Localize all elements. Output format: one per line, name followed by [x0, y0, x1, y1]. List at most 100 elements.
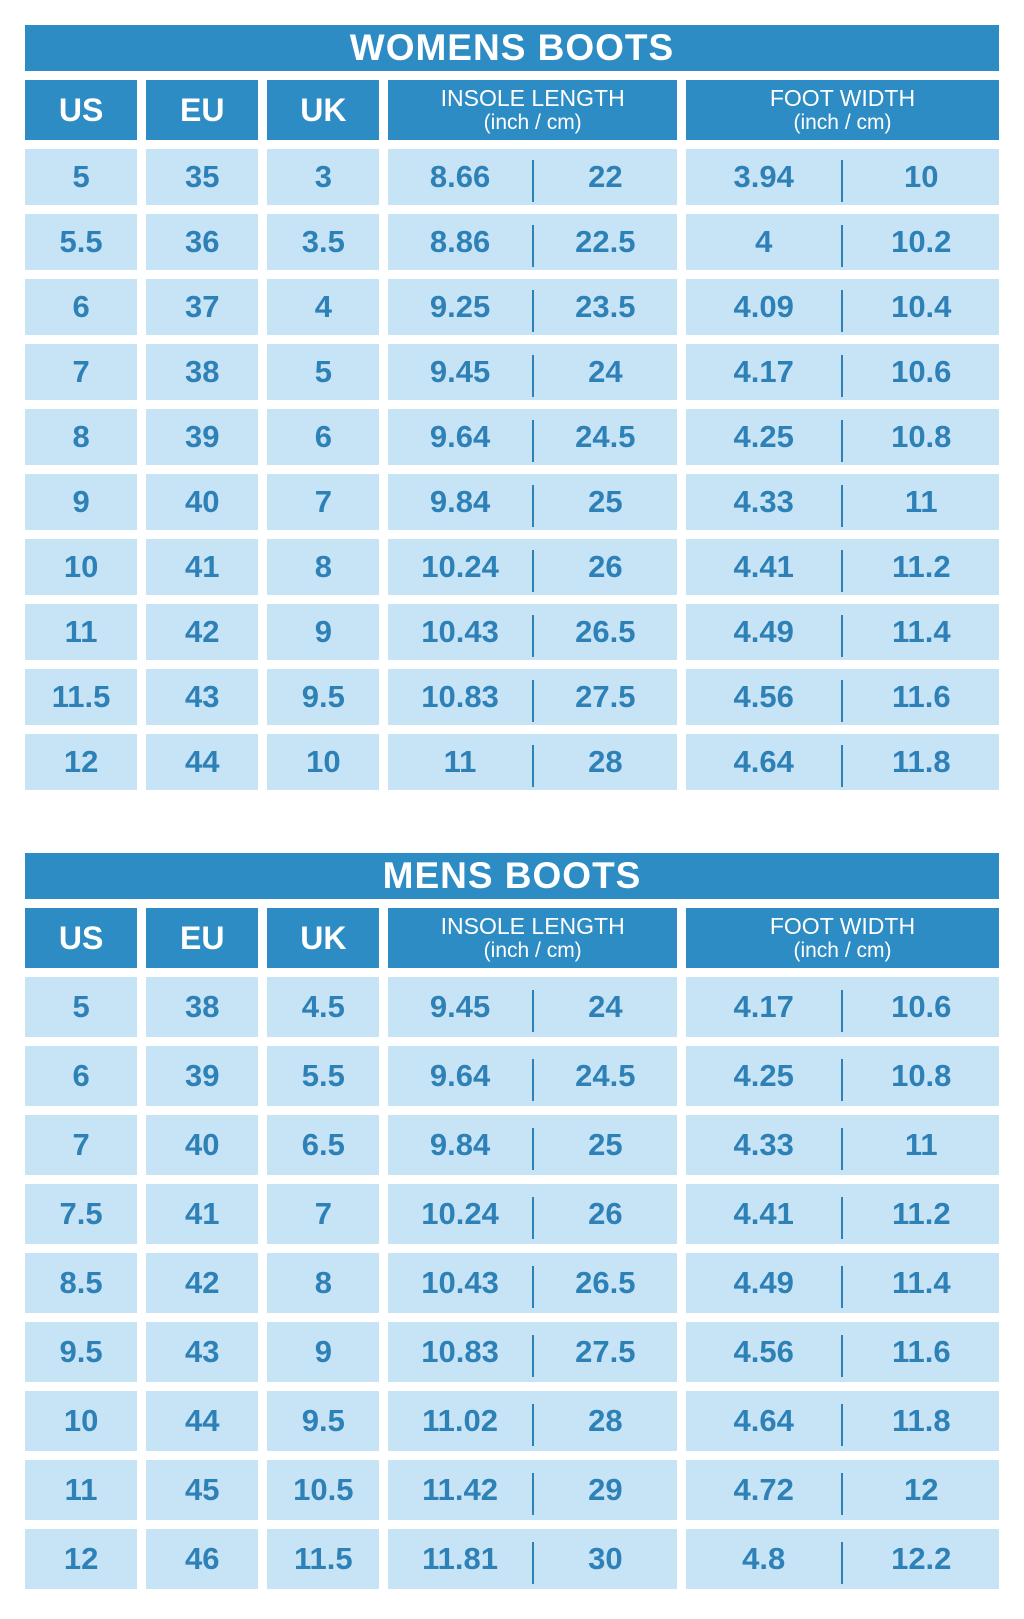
eu-size-cell: 35	[146, 149, 259, 205]
inch-value: 4.25	[733, 1058, 794, 1093]
cell-divider	[841, 160, 844, 202]
cell-divider	[531, 1266, 534, 1308]
foot-width-cell: 4.8 12.2	[685, 1529, 999, 1589]
cm-value: 10.2	[891, 224, 952, 259]
cm-value: 25	[588, 1127, 623, 1162]
table-row: 5 35 3 8.66 22 3.94 10	[25, 149, 999, 205]
col-header-us: US	[25, 908, 138, 968]
cm-value: 24.5	[575, 1058, 636, 1093]
cell-divider	[841, 225, 844, 267]
foot-width-cell: 3.94 10	[685, 149, 999, 205]
table-row: 7.5 41 7 10.24 26 4.41 11.2	[25, 1184, 999, 1244]
insole-length-cell: 10.83 27.5	[388, 669, 677, 725]
uk-size-cell: 7	[267, 1184, 380, 1244]
uk-size-cell: 9	[267, 604, 380, 660]
cell-divider	[531, 485, 534, 527]
foot-width-cell: 4.25 10.8	[685, 1046, 999, 1106]
foot-width-unit: (inch / cm)	[793, 939, 892, 963]
table-row: 10 41 8 10.24 26 4.41 11.2	[25, 539, 999, 595]
cell-divider	[531, 680, 534, 722]
column-header-row: US EU UK INSOLE LENGTH (inch / cm) FOOT …	[25, 908, 999, 968]
uk-size-cell: 9.5	[267, 669, 380, 725]
inch-value: 4.8	[742, 1541, 786, 1576]
eu-size-cell: 38	[146, 344, 259, 400]
cm-value: 24.5	[575, 419, 636, 454]
cm-value: 28	[588, 744, 623, 779]
table-row: 7 40 6.5 9.84 25 4.33 11	[25, 1115, 999, 1175]
inch-value: 4.64	[733, 744, 794, 779]
cm-value: 24	[588, 989, 623, 1024]
inch-value: 8.86	[429, 224, 491, 259]
table-row: 8 39 6 9.64 24.5 4.25 10.8	[25, 409, 999, 465]
us-size-cell: 6	[25, 279, 138, 335]
uk-size-cell: 8	[267, 1253, 380, 1313]
col-header-foot-width: FOOT WIDTH (inch / cm)	[685, 908, 999, 968]
foot-width-cell: 4.25 10.8	[685, 409, 999, 465]
inch-value: 4.56	[733, 679, 794, 714]
table-row: 8.5 42 8 10.43 26.5 4.49 11.4	[25, 1253, 999, 1313]
cell-divider	[531, 290, 534, 332]
foot-width-cell: 4.64 11.8	[685, 734, 999, 790]
cm-value: 25	[588, 484, 623, 519]
foot-width-cell: 4.64 11.8	[685, 1391, 999, 1451]
cell-divider	[841, 1059, 844, 1101]
cm-value: 22.5	[575, 224, 636, 259]
cm-value: 27.5	[575, 1334, 636, 1369]
col-header-insole-length: INSOLE LENGTH (inch / cm)	[388, 908, 677, 968]
cm-value: 27.5	[575, 679, 636, 714]
table-row: 11.5 43 9.5 10.83 27.5 4.56 11.6	[25, 669, 999, 725]
cm-value: 12	[904, 1472, 939, 1507]
inch-value: 10.24	[421, 549, 499, 584]
cell-divider	[531, 990, 534, 1032]
insole-length-cell: 9.45 24	[388, 344, 677, 400]
inch-value: 4.64	[733, 1403, 794, 1438]
col-header-insole-length: INSOLE LENGTH (inch / cm)	[388, 80, 677, 140]
cell-divider	[531, 1059, 534, 1101]
inch-value: 10.24	[421, 1196, 499, 1231]
uk-size-cell: 6	[267, 409, 380, 465]
us-size-cell: 10	[25, 539, 138, 595]
us-size-cell: 7	[25, 1115, 138, 1175]
inch-value: 4.33	[733, 1127, 794, 1162]
us-size-cell: 11	[25, 604, 138, 660]
inch-value: 4.17	[733, 354, 794, 389]
eu-size-cell: 37	[146, 279, 259, 335]
uk-size-cell: 11.5	[267, 1529, 380, 1589]
inch-value: 9.25	[429, 289, 491, 324]
cell-divider	[841, 290, 844, 332]
foot-width-label: FOOT WIDTH	[769, 912, 916, 939]
eu-size-cell: 39	[146, 1046, 259, 1106]
foot-width-cell: 4.41 11.2	[685, 539, 999, 595]
inch-value: 9.84	[429, 484, 491, 519]
inch-value: 4.41	[733, 1196, 794, 1231]
table-row: 6 39 5.5 9.64 24.5 4.25 10.8	[25, 1046, 999, 1106]
inch-value: 8.66	[429, 159, 491, 194]
inch-value: 9.45	[429, 354, 491, 389]
cm-value: 23.5	[575, 289, 636, 324]
cell-divider	[841, 1473, 844, 1515]
eu-size-cell: 36	[146, 214, 259, 270]
inch-value: 4.33	[733, 484, 794, 519]
cell-divider	[531, 1335, 534, 1377]
insole-length-cell: 11.81 30	[388, 1529, 677, 1589]
uk-size-cell: 10.5	[267, 1460, 380, 1520]
eu-size-cell: 44	[146, 734, 259, 790]
eu-size-cell: 42	[146, 604, 259, 660]
uk-size-cell: 8	[267, 539, 380, 595]
us-size-cell: 5	[25, 149, 138, 205]
inch-value: 4.41	[733, 549, 794, 584]
eu-size-cell: 40	[146, 474, 259, 530]
insole-length-cell: 8.86 22.5	[388, 214, 677, 270]
cell-divider	[841, 1404, 844, 1446]
cell-divider	[841, 420, 844, 462]
inch-value: 4.72	[733, 1472, 794, 1507]
insole-length-unit: (inch / cm)	[483, 939, 582, 963]
us-size-cell: 10	[25, 1391, 138, 1451]
foot-width-cell: 4.09 10.4	[685, 279, 999, 335]
cell-divider	[531, 745, 534, 787]
cm-value: 26	[588, 549, 623, 584]
inch-value: 3.94	[733, 159, 794, 194]
cm-value: 10	[904, 159, 939, 194]
us-size-cell: 5.5	[25, 214, 138, 270]
insole-length-cell: 9.45 24	[388, 977, 677, 1037]
